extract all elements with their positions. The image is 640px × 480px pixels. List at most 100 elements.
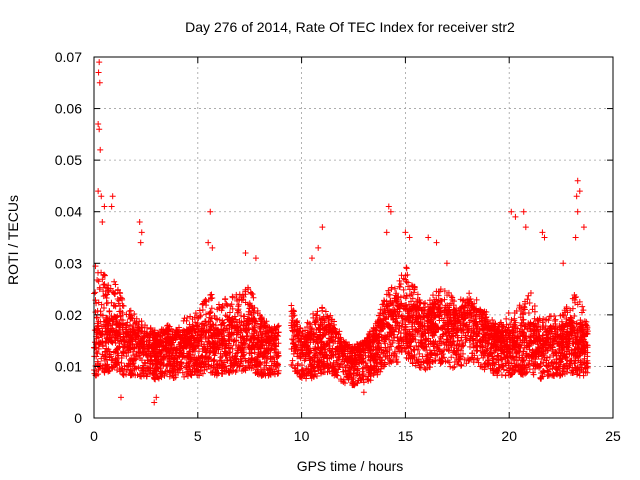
- data-point: [101, 281, 108, 288]
- data-point: [479, 364, 486, 371]
- data-point: [402, 323, 409, 330]
- data-point: [157, 350, 164, 357]
- data-point: [437, 335, 444, 342]
- data-point: [553, 360, 560, 367]
- data-point: [120, 348, 127, 355]
- data-point: [395, 303, 402, 310]
- data-point: [259, 354, 266, 361]
- data-point: [297, 346, 304, 353]
- data-point: [194, 322, 201, 329]
- data-point: [191, 314, 198, 321]
- data-point: [94, 358, 101, 365]
- data-point: [402, 315, 409, 322]
- data-point: [177, 350, 184, 357]
- data-point: [138, 357, 145, 364]
- data-point: [128, 372, 135, 379]
- data-point: [519, 328, 526, 335]
- data-point: [480, 330, 487, 337]
- data-point: [105, 346, 112, 353]
- data-point: [207, 291, 214, 298]
- data-point: [449, 330, 456, 337]
- data-point: [126, 311, 133, 318]
- data-point: [416, 350, 423, 357]
- data-point: [470, 333, 477, 340]
- data-point: [271, 323, 278, 330]
- data-point: [471, 300, 478, 307]
- data-point: [329, 351, 336, 358]
- data-point: [445, 306, 452, 313]
- data-point: [198, 364, 205, 371]
- data-point: [544, 367, 551, 374]
- data-point: [490, 324, 497, 331]
- data-point: [293, 344, 300, 351]
- data-point: [545, 362, 552, 369]
- data-point: [308, 375, 315, 382]
- data-point: [387, 358, 394, 365]
- data-point: [101, 271, 108, 278]
- data-point: [310, 314, 317, 321]
- data-point: [576, 368, 583, 375]
- data-point: [106, 351, 113, 358]
- data-point: [423, 343, 430, 350]
- data-point: [185, 366, 192, 373]
- data-point: [544, 334, 551, 341]
- data-point: [459, 326, 466, 333]
- data-point: [322, 308, 329, 315]
- data-point: [481, 348, 488, 355]
- data-point: [391, 295, 398, 302]
- data-point: [466, 319, 473, 326]
- data-point: [511, 317, 518, 324]
- data-point: [336, 328, 343, 335]
- data-point: [370, 346, 377, 353]
- data-point: [517, 337, 524, 344]
- data-point: [373, 334, 380, 341]
- data-point: [132, 320, 139, 327]
- data-point: [526, 299, 533, 306]
- data-point: [214, 326, 221, 333]
- data-point: [251, 304, 258, 311]
- data-point: [141, 345, 148, 352]
- data-point: [119, 302, 126, 309]
- data-point: [414, 291, 421, 298]
- data-point: [582, 331, 589, 338]
- data-point: [427, 338, 434, 345]
- data-point: [416, 299, 423, 306]
- data-point: [274, 354, 281, 361]
- data-point: [295, 360, 302, 367]
- data-point: [223, 300, 230, 307]
- data-point: [152, 336, 159, 343]
- data-point: [141, 330, 148, 337]
- data-point: [324, 313, 331, 320]
- data-point: [496, 364, 503, 371]
- data-point: [337, 346, 344, 353]
- data-point: [497, 354, 504, 361]
- data-point: [310, 337, 317, 344]
- data-point: [321, 349, 328, 356]
- data-point: [417, 337, 424, 344]
- data-point: [500, 332, 507, 339]
- data-point: [525, 361, 532, 368]
- data-point: [573, 294, 580, 301]
- data-point: [127, 346, 134, 353]
- data-point: [323, 327, 330, 334]
- data-point: [386, 291, 393, 298]
- data-point: [115, 300, 122, 307]
- data-point: [243, 328, 250, 335]
- data-point: [97, 339, 104, 346]
- data-point: [288, 361, 295, 368]
- data-point: [297, 335, 304, 342]
- data-point: [459, 350, 466, 357]
- data-point: [470, 315, 477, 322]
- data-point: [491, 349, 498, 356]
- data-point: [382, 309, 389, 316]
- data-point: [210, 322, 217, 329]
- data-point: [275, 348, 282, 355]
- data-point: [584, 360, 591, 367]
- data-point: [210, 364, 217, 371]
- data-point: [366, 343, 373, 350]
- data-point: [202, 349, 209, 356]
- data-point: [557, 372, 564, 379]
- data-point: [227, 342, 234, 349]
- data-point: [143, 373, 150, 380]
- data-point: [526, 343, 533, 350]
